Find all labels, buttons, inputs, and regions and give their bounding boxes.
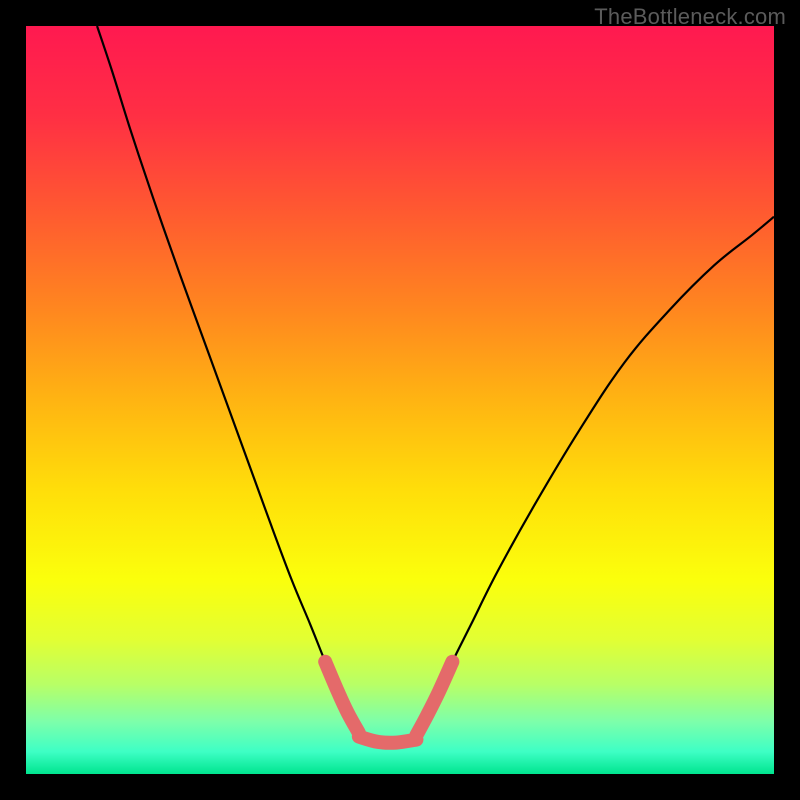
- chart-svg: [26, 26, 774, 774]
- gradient-bg: [26, 26, 774, 774]
- chart-frame: TheBottleneck.com: [0, 0, 800, 800]
- plot-area: [26, 26, 774, 774]
- overlay-bottom: [359, 737, 417, 743]
